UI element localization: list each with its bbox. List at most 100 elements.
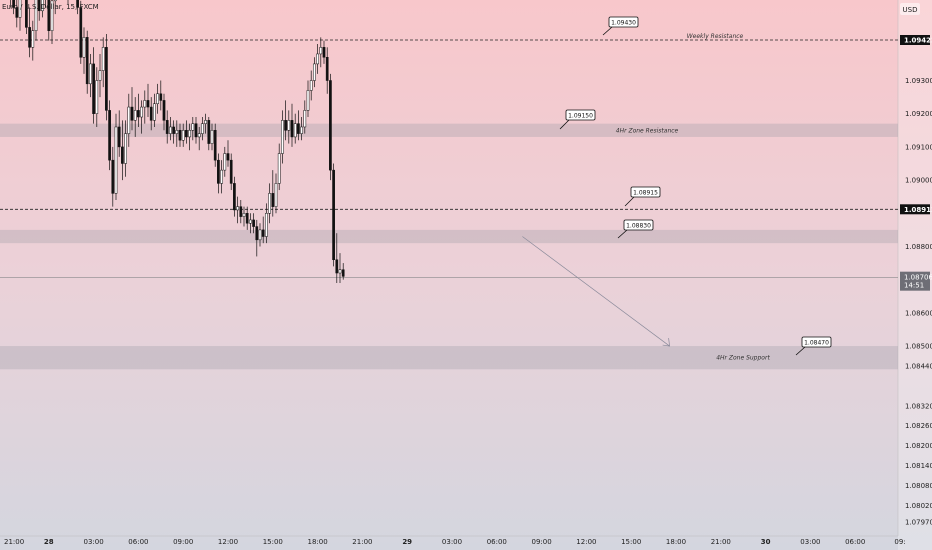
zone-band-1 <box>0 229 898 244</box>
candle-body-7 <box>25 0 28 28</box>
candles-layer <box>10 0 345 283</box>
candle-body-73 <box>236 206 239 211</box>
callout-box-3 <box>623 219 654 231</box>
level-price-badge-bg-5 <box>900 204 930 215</box>
levels-layer: Weekly Resistance <box>0 33 898 278</box>
candle-91 <box>293 113 297 144</box>
candle-body-26 <box>85 37 89 85</box>
candle-30 <box>98 53 102 98</box>
candle-body-15 <box>50 0 54 31</box>
callout-text-3: 1.08830 <box>626 223 651 230</box>
candle-104 <box>335 233 339 283</box>
callouts-layer: 1.09430 1.09150 1.08915 1.08830 1.08470 <box>559 16 832 356</box>
price-axis-ticks: 1.09422 1.09300 1.09200 1.09100 1.09000 1.089… <box>900 35 932 527</box>
x-tick-1: 28 <box>44 538 54 546</box>
candle-body-35 <box>114 126 118 194</box>
x-tick-2: 03:00 <box>84 538 104 546</box>
zone-band-0 <box>0 123 898 137</box>
level-label-0: Weekly Resistance <box>687 33 744 40</box>
y-tick-3: 1.09100 <box>905 143 932 151</box>
candle-8 <box>28 7 31 58</box>
y-tick-14: 1.08140 <box>905 462 932 470</box>
candle-44 <box>143 90 147 124</box>
callout-text-4: 1.08470 <box>804 340 829 347</box>
candle-33 <box>108 100 111 171</box>
candle-body-84 <box>271 193 275 207</box>
callout-box-1 <box>565 109 596 121</box>
candle-body-30 <box>98 70 102 81</box>
price-callout-0: 1.09430 <box>602 16 639 36</box>
candle-54 <box>175 120 179 147</box>
candle-body-66 <box>213 130 217 161</box>
candle-body-40 <box>130 106 134 121</box>
y-tick-10: 1.08440 <box>905 362 932 370</box>
candle-78 <box>252 213 255 234</box>
candle-85 <box>274 173 278 214</box>
candle-body-59 <box>191 123 195 131</box>
current-price-badge-bg <box>900 271 930 291</box>
candle-body-47 <box>153 103 156 121</box>
callout-pointer-3 <box>617 229 628 239</box>
y-tick-12: 1.08260 <box>905 422 932 430</box>
candle-body-53 <box>172 126 175 134</box>
candle-63 <box>204 113 207 134</box>
candle-65 <box>210 123 214 151</box>
candle-body-57 <box>185 130 188 138</box>
x-tick-3: 06:00 <box>128 538 148 546</box>
level-price-badge-bg-0 <box>900 35 930 45</box>
x-tick-17: 30 <box>761 538 771 546</box>
candle-10 <box>34 0 38 41</box>
candle-103 <box>332 163 335 267</box>
candle-body-95 <box>306 90 310 111</box>
y-tick-11: 1.08320 <box>905 402 932 410</box>
x-tick-19: 06:00 <box>845 538 865 546</box>
candle-body-54 <box>175 130 179 134</box>
candle-body-68 <box>220 169 223 184</box>
candle-62 <box>201 117 204 141</box>
candle-body-27 <box>89 63 92 85</box>
candle-40 <box>130 87 134 131</box>
y-tick-8: 1.08600 <box>905 309 932 317</box>
x-tick-13: 12:00 <box>576 538 596 546</box>
candle-77 <box>249 213 252 234</box>
candle-74 <box>239 200 243 224</box>
candle-83 <box>268 183 271 224</box>
candle-61 <box>197 126 201 151</box>
candle-86 <box>277 143 281 191</box>
x-tick-20: 09: <box>894 538 905 546</box>
candle-body-23 <box>76 0 79 8</box>
candle-body-70 <box>226 153 230 161</box>
candle-3 <box>12 0 15 15</box>
candle-body-45 <box>146 100 150 108</box>
candle-body-12 <box>41 0 44 12</box>
candle-37 <box>121 120 124 181</box>
candle-32 <box>105 34 108 121</box>
callout-pointer-2 <box>624 196 635 207</box>
candle-body-87 <box>281 120 284 154</box>
candle-body-64 <box>207 120 211 144</box>
candle-106 <box>341 263 345 280</box>
y-tick-2: 1.09200 <box>905 110 932 118</box>
candle-body-99 <box>319 47 323 55</box>
candle-11 <box>37 0 41 21</box>
currency-button[interactable]: USD <box>900 3 920 15</box>
candle-89 <box>287 110 291 144</box>
candle-body-3 <box>12 0 15 8</box>
candle-27 <box>89 53 92 98</box>
y-tick-9: 1.08500 <box>905 343 932 351</box>
x-tick-10: 03:00 <box>442 538 462 546</box>
candle-73 <box>236 196 239 224</box>
x-tick-16: 21:00 <box>711 538 731 546</box>
candle-body-63 <box>204 120 207 124</box>
callout-pointer-0 <box>602 26 613 36</box>
candle-38 <box>124 120 127 177</box>
candle-76 <box>245 206 249 230</box>
x-tick-15: 18:00 <box>666 538 686 546</box>
candle-body-105 <box>338 269 342 274</box>
candle-body-46 <box>149 106 153 121</box>
x-tick-7: 18:00 <box>308 538 328 546</box>
x-tick-6: 15:00 <box>263 538 283 546</box>
callout-box-0 <box>608 16 639 28</box>
candle-70 <box>226 140 230 167</box>
